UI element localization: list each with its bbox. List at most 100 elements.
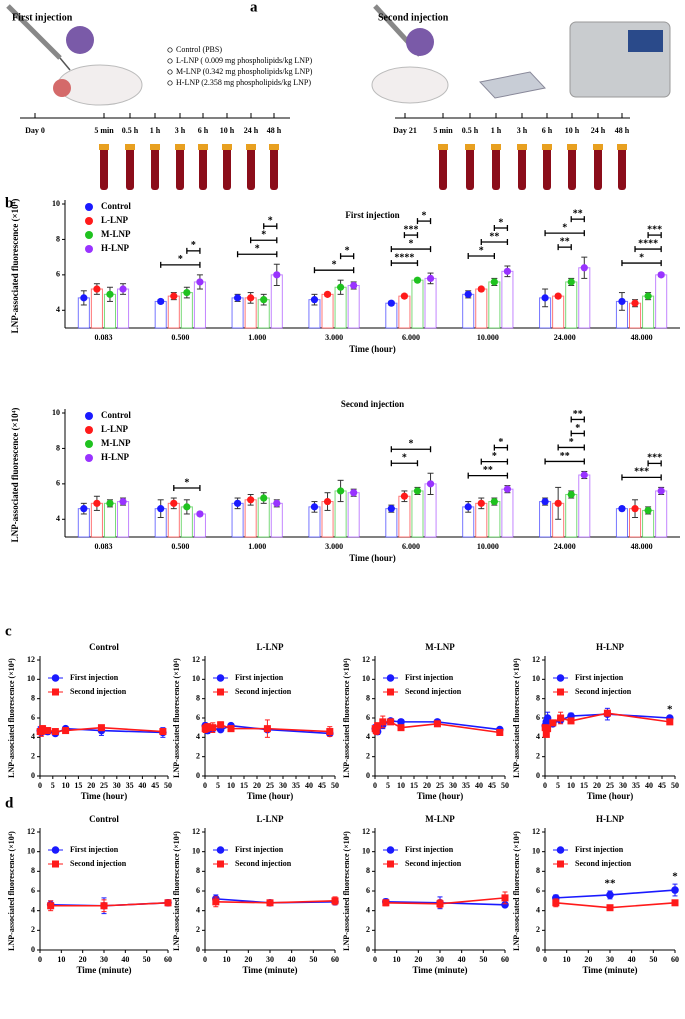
x-tick-label: 25 (436, 781, 444, 790)
mean-dot (618, 297, 626, 306)
point (97, 724, 105, 732)
y-tick-label: 8 (366, 693, 370, 702)
x-axis-title: Time (hour) (349, 344, 396, 354)
x-tick-label: 25 (100, 781, 108, 790)
point (433, 720, 441, 728)
point (227, 725, 235, 733)
y-axis-title: LNP-associated fluorescence (×10⁴) (10, 199, 20, 334)
significance-bracket: * (480, 451, 509, 465)
mean-dot (541, 294, 549, 302)
bar (321, 293, 334, 329)
y-tick-label: 4 (366, 732, 370, 741)
point (501, 894, 509, 902)
significance-bracket: * (313, 259, 355, 274)
point (204, 723, 212, 731)
timeline-label: 0.5 h (462, 126, 479, 135)
group-bullet (167, 58, 173, 64)
y-tick-label: 10 (362, 846, 370, 855)
timeline-label: 5 min (433, 126, 453, 135)
x-tick-label: 5 (216, 781, 220, 790)
point (606, 891, 614, 899)
mean-dot (554, 292, 562, 300)
y-tick-label: 10 (362, 674, 370, 683)
mean-dot (644, 506, 652, 515)
x-tick-label: 50 (143, 955, 151, 964)
x-tick-label: 10 (393, 955, 401, 964)
point (212, 898, 220, 906)
significance-label: ** (489, 231, 499, 242)
y-tick-label: 4 (366, 905, 370, 914)
mean-dot (644, 292, 652, 300)
bar (411, 279, 424, 329)
tube (594, 146, 602, 190)
bar (398, 495, 411, 538)
tube-cap (517, 144, 527, 150)
point (374, 722, 382, 730)
point (331, 897, 339, 905)
x-axis-title: Time (hour) (349, 553, 396, 563)
mean-dot (567, 490, 575, 499)
point (567, 717, 575, 725)
significance-label: **** (394, 252, 414, 263)
mean-dot (260, 296, 268, 304)
significance-bracket: * (173, 477, 201, 492)
mean-dot (310, 503, 319, 511)
chart-title: H-LNP (596, 814, 625, 824)
significance-label: ** (560, 451, 570, 462)
significance-bracket: * (467, 245, 495, 259)
bar (385, 508, 398, 538)
tube-cap (246, 144, 256, 150)
mean-dot (170, 499, 178, 507)
significance-label: * (479, 245, 484, 256)
reader-screen (628, 30, 663, 52)
bar (347, 284, 360, 329)
y-tick-label: 2 (196, 751, 200, 760)
significance-bracket: * (160, 254, 201, 268)
y-tick-label: 10 (192, 674, 200, 683)
tube (270, 146, 278, 190)
x-tick-label: 20 (253, 781, 261, 790)
legend-swatch (85, 217, 93, 225)
x-tick-label: 30 (113, 781, 121, 790)
mean-dot (541, 497, 549, 506)
bar (565, 493, 578, 538)
x-tick-label: 10 (57, 955, 65, 964)
x-axis-title: Time (hour) (417, 791, 464, 801)
x-tick-label: 40 (305, 781, 313, 790)
y-tick-label: 10 (52, 408, 60, 417)
x-tick-label: 10 (397, 781, 405, 790)
x-tick-label: 0 (203, 781, 207, 790)
timeline-label: 10 h (220, 126, 235, 135)
bar (154, 300, 167, 329)
x-tick-label: 40 (645, 781, 653, 790)
tube-cap (491, 144, 501, 150)
x-tick-label: 0.500 (171, 333, 189, 342)
x-tick-label: 6.000 (402, 333, 420, 342)
tube (151, 146, 159, 190)
injection-site (53, 79, 71, 97)
mean-dot (336, 283, 345, 291)
mean-dot (157, 297, 165, 306)
significance-bracket: ** (467, 465, 509, 479)
significance-bracket: * (557, 437, 585, 451)
significance-label: * (498, 217, 503, 228)
x-tick-label: 20 (87, 781, 95, 790)
panel-label: c (5, 623, 12, 639)
virus (66, 26, 94, 54)
significance-bracket: * (236, 244, 278, 258)
timeline-label: 10 h (565, 126, 580, 135)
mean-dot (400, 492, 409, 500)
x-tick-label: 0.500 (171, 542, 189, 551)
y-tick-label: 2 (31, 751, 35, 760)
group-label: L-LNP ( 0.009 mg phospholipids/kg LNP) (176, 56, 312, 65)
legend-label: Control (101, 410, 131, 420)
significance-label: * (408, 439, 413, 450)
y-tick-label: 2 (31, 925, 35, 934)
significance-label: ** (573, 409, 583, 420)
mean-dot (503, 267, 512, 275)
bar (231, 297, 244, 329)
legend-label: First injection (405, 845, 454, 854)
tube (618, 146, 626, 190)
group-label: Control (PBS) (176, 45, 222, 54)
mean-dot (336, 487, 345, 495)
